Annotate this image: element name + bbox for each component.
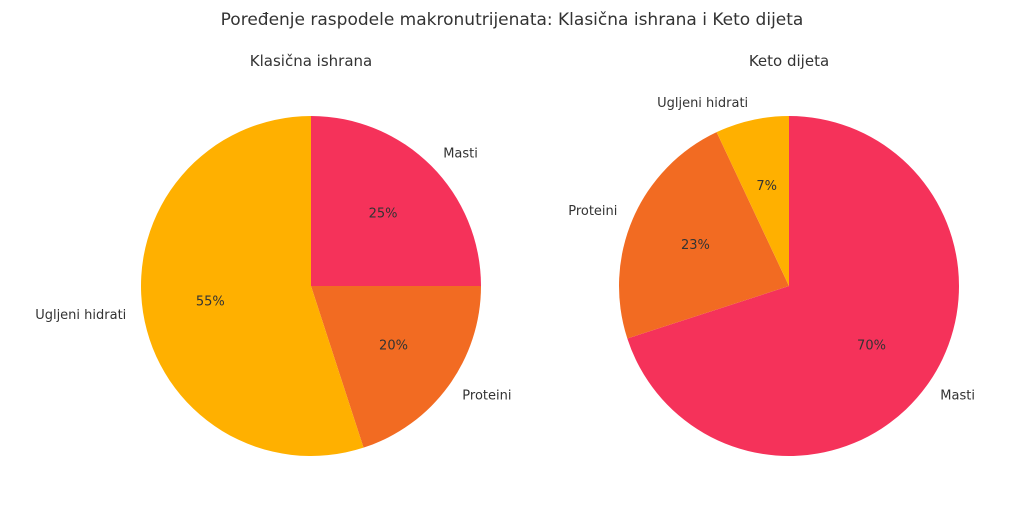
pie-percent-label-classic-2: 55% [196,295,225,310]
pie-title-keto: Keto dijeta [749,52,829,70]
pie-percent-label-classic-0: 25% [369,206,398,221]
pie-category-label-classic-2: Ugljeni hidrati [35,308,126,323]
pie-percent-label-keto-0: 70% [857,339,886,354]
pie-title-classic: Klasična ishrana [250,52,372,70]
pie-percent-label-keto-1: 23% [681,238,710,253]
pie-slice-classic-0 [311,116,481,286]
pie-slice-keto-0 [627,116,960,456]
pie-category-label-classic-0: Masti [443,146,478,161]
pie-slices-classic [140,116,481,456]
pie-chart-keto: Keto dijeta 70% Masti 23% Proteini 7% Ugljeni… [568,52,975,456]
pie-slice-keto-1 [619,132,789,339]
pie-slice-classic-2 [140,116,364,456]
pie-chart-classic: Klasična ishrana 25% Masti 20% Proteini 55% U… [35,52,511,456]
pie-labels-classic: 25% Masti 20% Proteini 55% Ugljeni hidrati [35,146,511,403]
pie-category-label-keto-1: Proteini [568,204,617,219]
pie-slices-keto [619,116,960,456]
pie-percent-label-keto-2: 7% [756,179,777,194]
pie-category-label-classic-1: Proteini [462,388,511,403]
chart-suptitle: Poređenje raspodele makronutrijenata: Kl… [221,10,804,30]
pie-labels-keto: 70% Masti 23% Proteini 7% Ugljeni hidrati [568,96,975,403]
pie-slice-classic-1 [311,286,481,448]
pie-percent-label-classic-1: 20% [379,339,408,354]
pie-slice-keto-2 [716,116,789,286]
pie-category-label-keto-2: Ugljeni hidrati [657,96,748,111]
pie-category-label-keto-0: Masti [940,388,975,403]
